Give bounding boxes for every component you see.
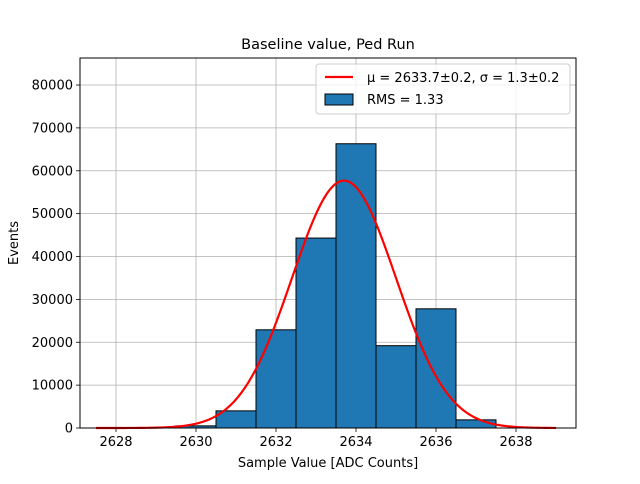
legend: μ = 2633.7±0.2, σ = 1.3±0.2 RMS = 1.33 bbox=[315, 63, 571, 115]
y-axis-label: Events bbox=[7, 221, 22, 265]
x-axis-label: Sample Value [ADC Counts] bbox=[238, 456, 418, 471]
y-tick-label: 30000 bbox=[32, 293, 73, 308]
histogram-bars bbox=[175, 143, 497, 429]
histogram-bar bbox=[375, 345, 417, 429]
legend-box bbox=[315, 63, 571, 115]
histogram-bar bbox=[335, 143, 377, 429]
x-axis-ticks: 2628 2630 2632 2634 2636 2638 bbox=[99, 428, 533, 450]
y-tick-label: 40000 bbox=[32, 250, 73, 265]
y-tick-label: 70000 bbox=[32, 121, 73, 136]
y-tick-label: 60000 bbox=[32, 164, 73, 179]
y-tick-label: 0 bbox=[65, 422, 73, 437]
y-tick-label: 50000 bbox=[32, 207, 73, 222]
x-tick-label: 2636 bbox=[419, 435, 452, 450]
histogram-bar bbox=[415, 308, 457, 429]
fit-curve-group bbox=[96, 179, 557, 430]
x-tick-label: 2632 bbox=[259, 435, 292, 450]
histogram-bar bbox=[255, 329, 297, 429]
chart-title: Baseline value, Ped Run bbox=[241, 37, 415, 53]
legend-fit-label: μ = 2633.7±0.2, σ = 1.3±0.2 bbox=[367, 71, 559, 86]
plot-frame bbox=[79, 57, 577, 429]
x-tick-label: 2638 bbox=[499, 435, 532, 450]
legend-histogram-label: RMS = 1.33 bbox=[367, 93, 444, 108]
y-tick-label: 20000 bbox=[32, 336, 73, 351]
legend-histogram-swatch bbox=[324, 93, 354, 106]
x-tick-label: 2634 bbox=[339, 435, 372, 450]
x-tick-label: 2628 bbox=[99, 435, 132, 450]
y-axis-ticks: 0 10000 20000 30000 40000 50000 60000 70000 8000… bbox=[32, 79, 80, 437]
histogram-bar bbox=[295, 237, 337, 429]
y-tick-label: 80000 bbox=[32, 79, 73, 94]
y-tick-label: 10000 bbox=[32, 379, 73, 394]
x-tick-label: 2630 bbox=[179, 435, 212, 450]
gaussian-fit-curve bbox=[96, 179, 557, 430]
